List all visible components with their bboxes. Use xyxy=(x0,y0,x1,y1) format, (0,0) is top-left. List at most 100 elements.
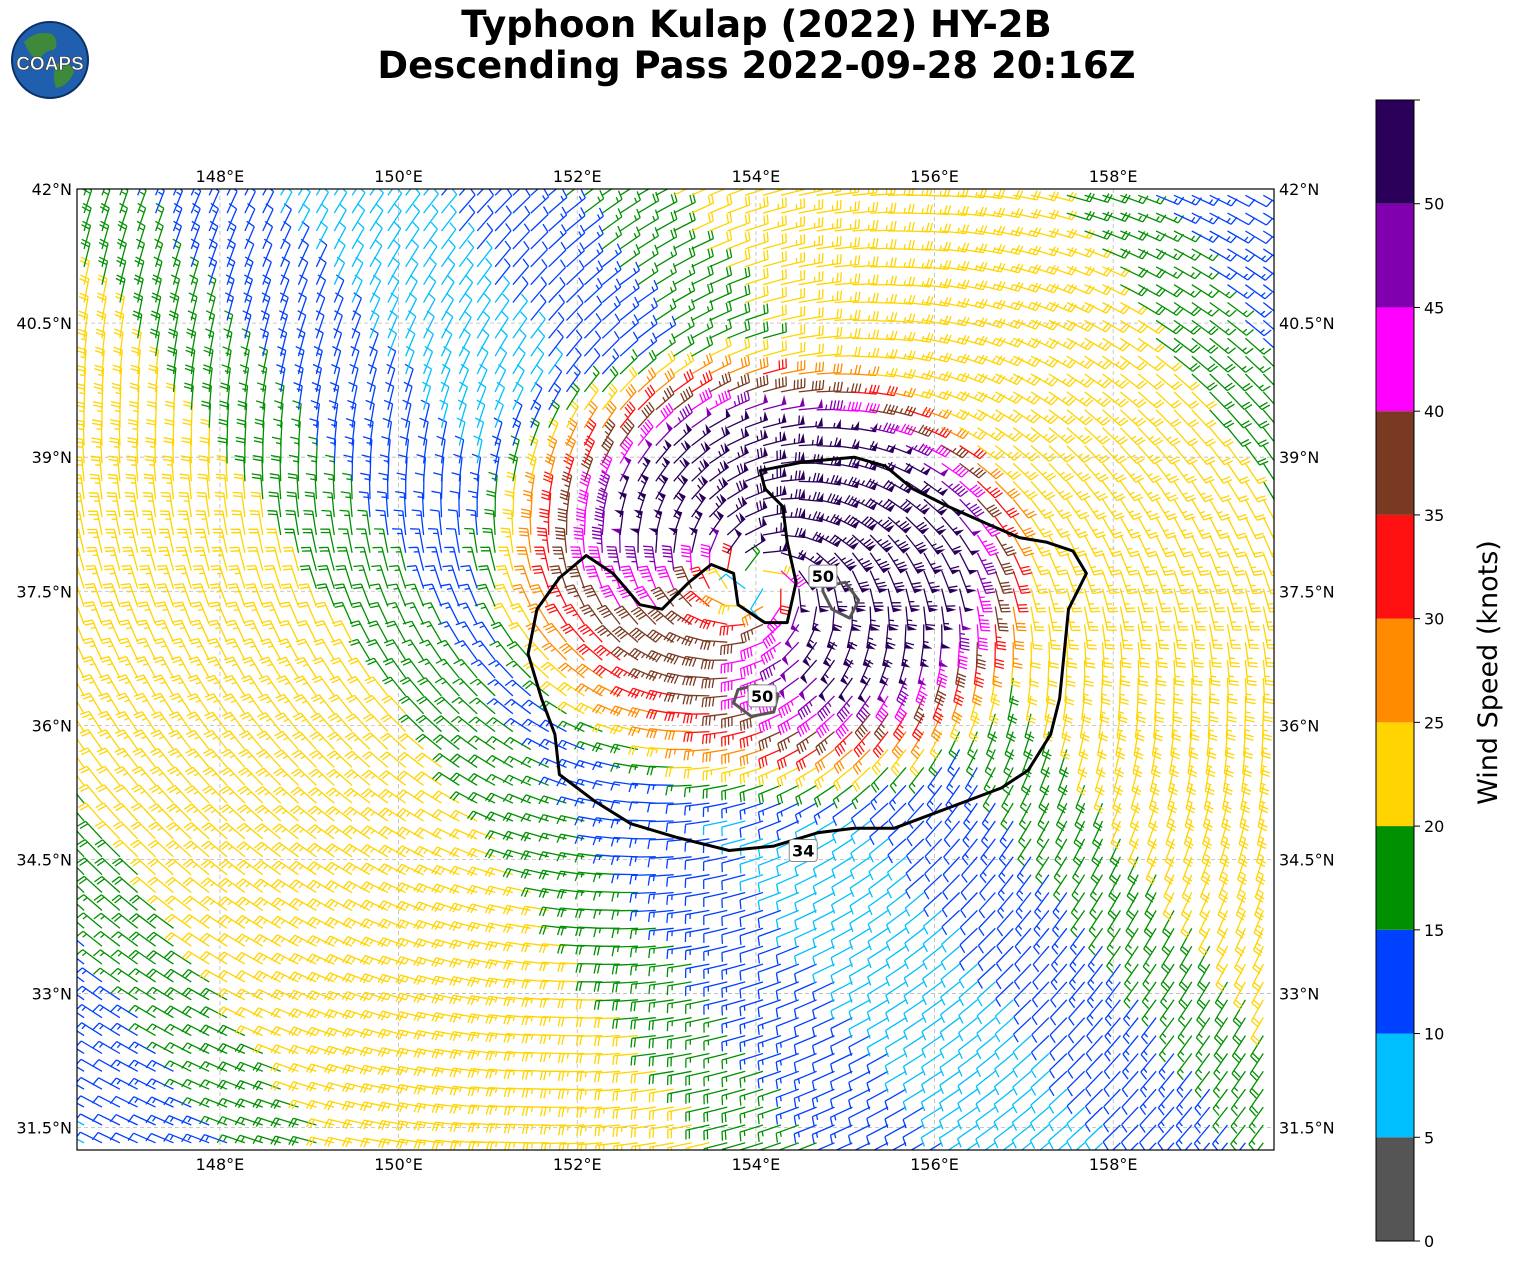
wind-barb xyxy=(154,220,164,250)
wind-barb xyxy=(280,189,285,196)
wind-barb xyxy=(869,498,893,513)
wind-barb xyxy=(663,631,692,644)
wind-barb xyxy=(511,583,532,607)
wind-barb xyxy=(709,444,730,464)
wind-barb-pennant xyxy=(921,507,931,515)
wind-barb xyxy=(1101,552,1122,576)
wind-barb xyxy=(270,989,299,1001)
wind-barb xyxy=(609,724,639,735)
wind-barb xyxy=(1086,981,1104,1009)
wind-barb xyxy=(942,856,961,883)
wind-barb xyxy=(909,749,925,777)
wind-barb xyxy=(432,734,460,751)
wind-barb xyxy=(400,658,425,679)
wind-barb xyxy=(1208,695,1219,723)
colorbar-tick-label: 30 xyxy=(1424,610,1444,629)
wind-barb xyxy=(92,1077,121,1090)
wind-barb xyxy=(721,820,746,837)
wind-barb xyxy=(189,637,210,661)
wind-barb xyxy=(726,532,742,554)
wind-barb xyxy=(253,933,282,947)
wind-barb xyxy=(573,526,586,553)
wind-barb xyxy=(366,638,389,661)
wind-barb xyxy=(377,1028,406,1039)
wind-barb xyxy=(1173,319,1201,335)
wind-barb xyxy=(238,730,264,750)
wind-barb xyxy=(431,809,460,822)
wind-barb xyxy=(1109,838,1121,867)
lon-tick-label-bottom: 148°E xyxy=(196,1155,245,1174)
wind-barb-pennant xyxy=(744,426,749,438)
wind-barb-pennant xyxy=(816,534,825,543)
wind-barb xyxy=(163,1078,192,1090)
wind-barb xyxy=(440,292,454,321)
wind-barb xyxy=(362,732,389,750)
wind-barb xyxy=(1048,1106,1068,1132)
wind-barb xyxy=(1088,927,1104,956)
wind-barb xyxy=(702,748,728,763)
wind-barb xyxy=(1227,301,1255,318)
wind-barb xyxy=(812,963,835,984)
wind-barb xyxy=(744,430,769,447)
wind-barb xyxy=(77,565,85,589)
wind-barb xyxy=(1017,838,1032,867)
wind-barb xyxy=(250,491,264,518)
wind-barb xyxy=(399,676,425,697)
wind-barb xyxy=(923,462,945,477)
wind-barb xyxy=(1084,445,1110,464)
wind-barb xyxy=(431,938,460,949)
wind-barb xyxy=(775,1034,800,1054)
wind-barb xyxy=(684,927,710,943)
wind-barb xyxy=(503,1051,531,1061)
wind-barb xyxy=(467,958,496,969)
wind-barb xyxy=(372,546,389,571)
wind-barb xyxy=(182,914,210,929)
wind-barb xyxy=(270,1062,299,1073)
wind-barb-pennant xyxy=(799,691,806,702)
wind-barb xyxy=(467,735,496,751)
wind-barb xyxy=(739,927,764,945)
wind-barb xyxy=(413,827,442,840)
wind-barb xyxy=(666,891,692,905)
wind-barb xyxy=(339,509,353,536)
wind-barb xyxy=(485,1123,513,1133)
wind-barb xyxy=(959,427,988,441)
wind-barb xyxy=(111,912,139,929)
wind-barb xyxy=(904,927,925,952)
wind-barb xyxy=(739,1052,764,1070)
wind-barb xyxy=(395,955,424,967)
wind-barb xyxy=(1227,373,1253,392)
wind-barb xyxy=(1102,1124,1121,1150)
wind-barb xyxy=(466,847,496,858)
wind-barb xyxy=(834,1142,853,1150)
wind-barb-pennant xyxy=(763,428,768,439)
wind-barb xyxy=(601,278,622,303)
wind-barb xyxy=(536,527,550,553)
wind-barb xyxy=(288,1062,317,1073)
wind-barb-pennant xyxy=(939,488,949,496)
wind-barb xyxy=(794,909,817,930)
wind-barb-pennant xyxy=(629,528,639,534)
wind-barb-pennant xyxy=(905,465,914,474)
wind-barb xyxy=(790,606,800,630)
wind-barb xyxy=(666,1088,692,1104)
wind-barb xyxy=(816,474,841,486)
wind-barb xyxy=(361,751,389,768)
wind-barb xyxy=(721,981,746,998)
wind-barb xyxy=(1091,838,1104,867)
wind-barb xyxy=(1227,212,1256,226)
wind-barb xyxy=(852,292,879,304)
wind-barb xyxy=(1013,190,1042,201)
wind-barb xyxy=(396,770,424,786)
wind-barb-pennant xyxy=(966,588,977,594)
wind-barb xyxy=(629,963,656,976)
wind-barb xyxy=(1048,301,1078,313)
wind-barb xyxy=(269,473,282,500)
wind-barb xyxy=(405,189,412,196)
wind-barb xyxy=(167,748,192,768)
wind-barb xyxy=(566,224,586,250)
wind-barb xyxy=(994,462,1022,480)
wind-barb xyxy=(998,838,1014,866)
wind-barb xyxy=(849,891,871,915)
wind-barb xyxy=(630,1017,656,1030)
